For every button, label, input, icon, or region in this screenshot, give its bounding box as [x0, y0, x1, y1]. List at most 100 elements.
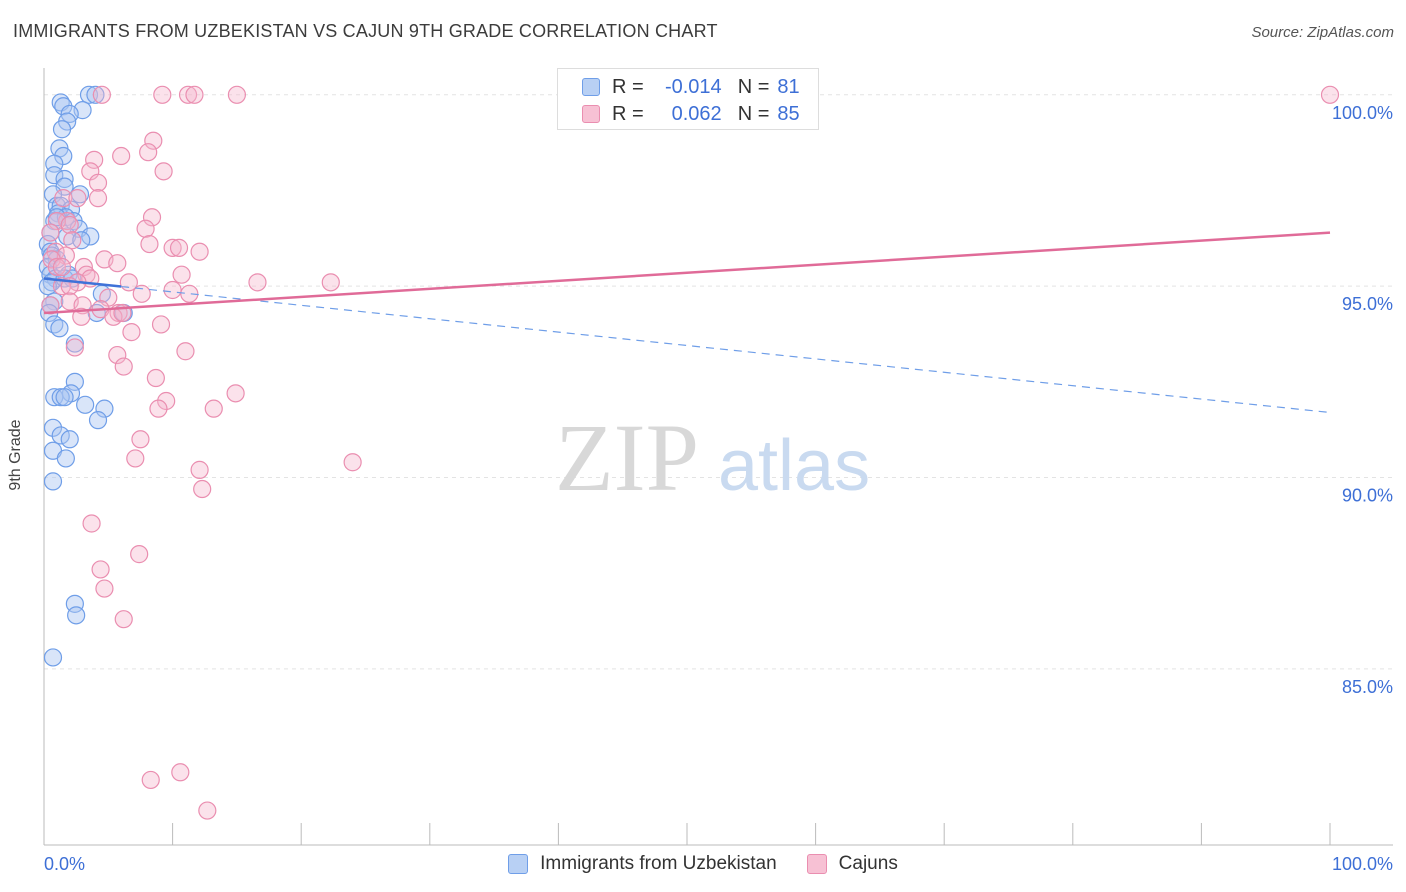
r-label: R = — [612, 102, 644, 125]
cajun-point — [82, 514, 101, 533]
legend-label-uzbekistan: Immigrants from Uzbekistan — [540, 853, 777, 874]
y-tick-label: 100.0% — [1332, 103, 1393, 123]
n-value: 81 — [777, 75, 800, 98]
uzbekistan-point — [51, 388, 70, 407]
stats-box: R = -0.014 N = 81 R = 0.062 N = 85 — [557, 68, 819, 130]
cajun-point — [226, 384, 245, 403]
cajun-point — [68, 189, 87, 208]
cajun-point — [146, 368, 165, 388]
n-label: N = — [737, 75, 770, 98]
cajun-point — [63, 231, 82, 250]
uzbekistan-point — [43, 648, 63, 667]
cajun-point — [140, 234, 159, 254]
grid-layer — [44, 94, 1393, 670]
legend: Immigrants from Uzbekistan Cajuns — [0, 852, 1406, 876]
legend-label-cajuns: Cajuns — [838, 853, 898, 874]
cajun-point — [169, 238, 189, 257]
cajun-point — [47, 257, 66, 277]
uzbekistan-point — [55, 169, 74, 189]
cajun-point — [227, 85, 246, 104]
x-tick-label: 100.0% — [1332, 854, 1393, 874]
uzbekistan-point — [79, 85, 99, 104]
uzbekistan-point — [65, 334, 84, 353]
uzbekistan-point — [86, 85, 105, 104]
cajun-point — [178, 85, 198, 104]
cajun-point — [163, 238, 182, 257]
uzbekistan-point — [45, 166, 64, 185]
uzbekistan-point — [43, 472, 63, 491]
cajun-point — [144, 131, 163, 150]
cajun-point — [136, 219, 155, 238]
cajun-point — [126, 449, 145, 468]
points-layer — [38, 85, 1340, 820]
y-tick-label: 90.0% — [1342, 486, 1393, 506]
cajun-point — [92, 85, 111, 104]
r-label: R = — [612, 75, 644, 98]
watermark-atlas: atlas — [718, 426, 870, 506]
cajun-point — [132, 284, 151, 303]
y-tick-label: 85.0% — [1342, 677, 1393, 697]
cajun-point — [130, 545, 149, 564]
cajun-point — [142, 208, 162, 227]
cajun-point — [248, 273, 267, 292]
cajun-point — [190, 242, 209, 261]
legend-swatch-uzbekistan — [508, 854, 529, 874]
cajun-point — [52, 257, 72, 277]
cajun-point — [163, 280, 182, 300]
chart-title: IMMIGRANTS FROM UZBEKISTAN VS CAJUN 9TH … — [13, 21, 718, 41]
cajun-point — [95, 579, 114, 598]
cajun-point — [151, 315, 171, 334]
cajun-point — [114, 357, 133, 376]
uzbekistan-point — [55, 388, 74, 407]
uzbekistan-point — [76, 395, 95, 414]
n-value: 85 — [777, 102, 800, 125]
cajun-point — [321, 273, 340, 292]
uzbekistan-point — [56, 449, 75, 468]
cajun-point — [41, 223, 60, 242]
uzbekistan-point — [51, 426, 70, 445]
cajun-point — [122, 323, 141, 342]
n-label: N = — [737, 102, 770, 125]
cajun-point — [65, 338, 84, 357]
cajun-point — [85, 150, 104, 169]
cajun-point — [139, 143, 158, 162]
cajun-point — [343, 453, 362, 472]
legend-item-uzbekistan[interactable]: Immigrants from Uzbekistan — [508, 853, 777, 875]
cajun-trendline — [43, 231, 1331, 315]
cajun-point — [141, 770, 160, 790]
stats-row-cajuns: R = 0.062 N = 85 — [582, 102, 800, 126]
uzbekistan-point — [45, 388, 64, 407]
x-tick-label: 0.0% — [44, 854, 85, 874]
tick-labels: 85.0% 90.0% 95.0% 100.0% 0.0% 100.0% — [44, 103, 1393, 874]
uzbekistan-point — [52, 120, 72, 139]
cajun-point — [198, 801, 217, 820]
cajun-point — [131, 430, 150, 449]
r-value: -0.014 — [664, 75, 722, 98]
uzbekistan-point — [43, 418, 63, 437]
cajun-point — [60, 215, 79, 235]
uzbekistan-point — [95, 399, 114, 418]
y-tick-label: 95.0% — [1342, 294, 1393, 314]
cajun-point — [204, 399, 223, 418]
axis-layer — [43, 68, 1393, 846]
r-value: 0.062 — [671, 102, 722, 125]
uzbekistan-point — [50, 319, 69, 338]
cajun-point — [108, 345, 127, 365]
cajun-point — [149, 399, 168, 418]
cajun-point — [190, 460, 209, 479]
cajun-point — [153, 85, 172, 104]
cajun-point — [1320, 85, 1340, 104]
stats-swatch-cajuns — [582, 105, 600, 123]
legend-item-cajuns[interactable]: Cajuns — [806, 853, 898, 875]
cajun-point — [88, 189, 108, 208]
cajun-point — [154, 162, 173, 181]
cajun-point — [54, 189, 73, 208]
uzbekistan-trendline-solid — [43, 277, 122, 288]
cajun-point — [114, 610, 133, 629]
source-label: Source: ZipAtlas.com — [1251, 24, 1394, 41]
cajun-point — [157, 391, 176, 411]
legend-swatch-cajuns — [806, 854, 827, 874]
uzbekistan-point — [67, 606, 86, 625]
cajun-point — [176, 342, 195, 361]
cajun-point — [112, 146, 131, 166]
